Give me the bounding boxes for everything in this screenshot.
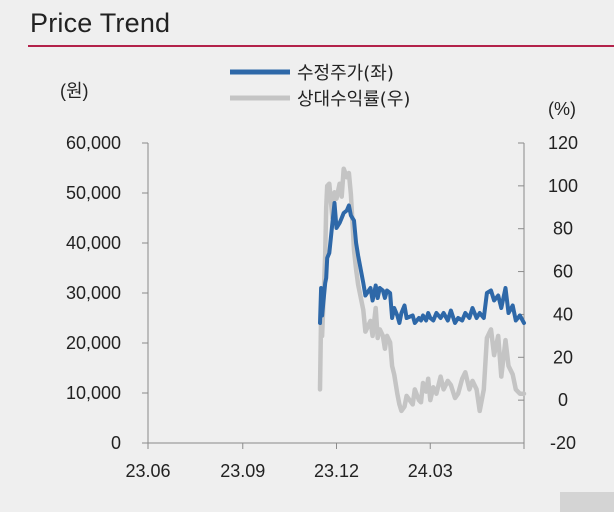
right-tick-label: 80 bbox=[553, 219, 573, 239]
right-tick-label: -20 bbox=[550, 433, 576, 453]
page-title: Price Trend bbox=[30, 8, 171, 38]
right-tick-label: 120 bbox=[548, 133, 578, 153]
series-line-relative-return bbox=[317, 166, 527, 414]
right-tick-label: 100 bbox=[548, 176, 578, 196]
right-axis-unit: (%) bbox=[548, 99, 576, 119]
series-line-stock-price bbox=[318, 201, 526, 325]
left-tick-label: 50,000 bbox=[66, 183, 121, 203]
x-tick-label: 23.09 bbox=[220, 461, 265, 481]
left-tick-label: 40,000 bbox=[66, 233, 121, 253]
left-tick-label: 60,000 bbox=[66, 133, 121, 153]
chart-axes bbox=[142, 142, 525, 449]
x-tick-label: 24.03 bbox=[408, 461, 453, 481]
corner-decoration bbox=[560, 492, 614, 512]
right-tick-label: 20 bbox=[553, 347, 573, 367]
legend-label-relative-return: 상대수익률(우) bbox=[297, 89, 410, 110]
left-tick-label: 0 bbox=[111, 433, 121, 453]
title-divider bbox=[28, 45, 614, 47]
chart-legend: 수정주가(좌) 상대수익률(우) bbox=[230, 63, 410, 110]
left-tick-label: 20,000 bbox=[66, 333, 121, 353]
right-tick-label: 60 bbox=[553, 262, 573, 282]
left-axis-unit: (원) bbox=[60, 81, 89, 101]
left-tick-label: 30,000 bbox=[66, 283, 121, 303]
left-tick-label: 10,000 bbox=[66, 383, 121, 403]
x-tick-label: 23.12 bbox=[314, 461, 359, 481]
tick-labels: 0 10,000 20,000 30,000 40,000 50,000 60,000 -20… bbox=[66, 133, 578, 481]
right-tick-label: 0 bbox=[558, 390, 568, 410]
legend-label-stock-price: 수정주가(좌) bbox=[297, 63, 394, 84]
right-tick-label: 40 bbox=[553, 304, 573, 324]
chart-lines bbox=[317, 166, 527, 414]
x-tick-label: 23.06 bbox=[125, 461, 170, 481]
